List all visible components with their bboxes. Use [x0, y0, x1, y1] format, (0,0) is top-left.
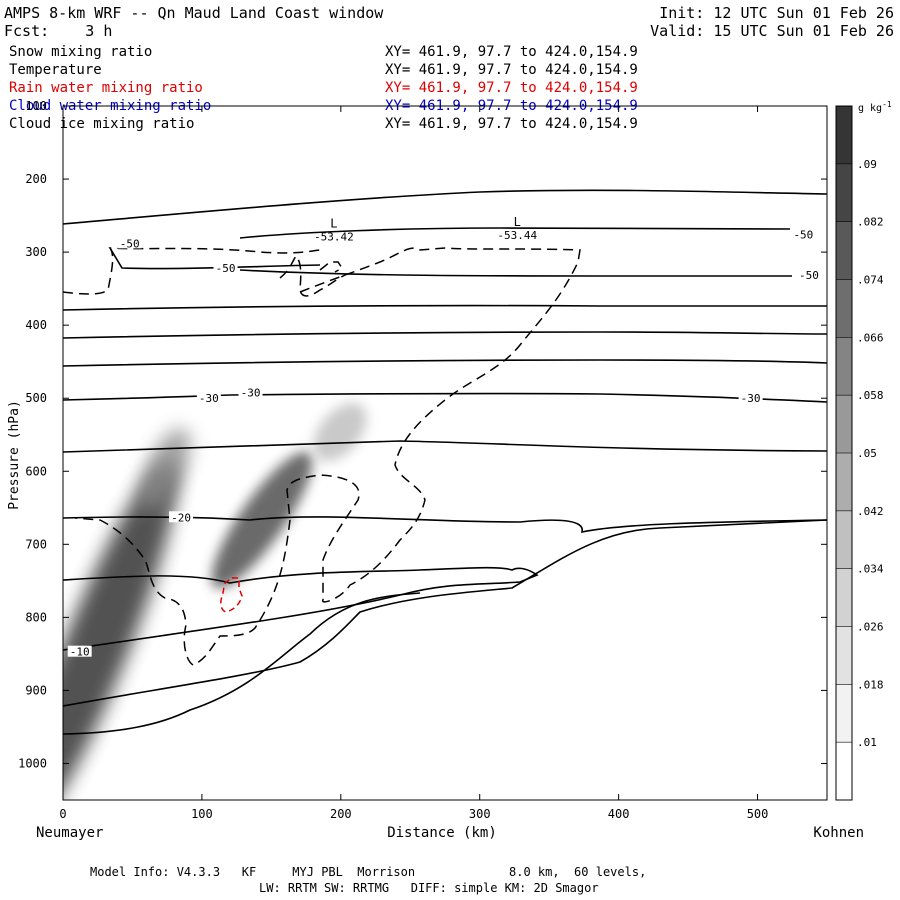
isotherm-line	[63, 520, 827, 706]
x-tick-label: 100	[191, 807, 213, 821]
colorbar-label: .066	[857, 331, 884, 344]
isotherm-line	[63, 190, 827, 224]
cross-section-chart: 0 100 200 300 400 500 100 200 300 400 500 600 700 80…	[0, 0, 900, 900]
x-tick-label: 0	[59, 807, 66, 821]
snow-plume-2	[197, 440, 327, 600]
y-axis-label: Pressure (hPa)	[7, 400, 22, 510]
right-endpoint-label: Kohnen	[813, 825, 864, 841]
isotherm-line	[240, 270, 792, 276]
colorbar-label: .026	[857, 621, 884, 634]
isotherm-line	[63, 306, 827, 310]
colorbar-swatch	[836, 569, 852, 627]
temperature-contour-label: -30	[199, 392, 219, 405]
colorbar-swatch	[836, 627, 852, 685]
y-tick-label: 400	[25, 318, 47, 332]
colorbar-label: .01	[857, 736, 877, 749]
y-tick-label: 300	[25, 245, 47, 259]
y-tick-label: 900	[25, 683, 47, 697]
model-info-line-2: LW: RRTM SW: RRTMG DIFF: simple KM: 2D S…	[259, 882, 599, 894]
colorbar-label: .042	[857, 505, 884, 518]
snow-plume-3	[303, 393, 377, 471]
y-tick-label: 1000	[18, 756, 47, 770]
snow-plume-1	[0, 448, 201, 852]
colorbar-label: .018	[857, 678, 884, 691]
cloud-ice-line	[63, 248, 320, 294]
y-tick-label: 700	[25, 537, 47, 551]
colorbar-label: .058	[857, 389, 884, 402]
y-axis: 100 200 300 400 500 600 700 800 900 1000	[18, 99, 827, 770]
temperature-contour-label: -50	[799, 269, 819, 282]
colorbar-swatch	[836, 164, 852, 222]
minimum-value-label: -53.42	[314, 230, 354, 243]
colorbar-swatch	[836, 511, 852, 569]
snow-shading	[0, 393, 377, 852]
model-info-line-1: Model Info: V4.3.3 KF MYJ PBL Morrison 8…	[90, 866, 646, 878]
colorbar-label: .05	[857, 447, 877, 460]
x-tick-label: 200	[330, 807, 352, 821]
x-axis-label: Distance (km)	[387, 825, 497, 841]
y-tick-label: 800	[25, 610, 47, 624]
temperature-contour-label: -10	[70, 646, 90, 659]
colorbar-swatch	[836, 222, 852, 280]
temperature-contour-label: -30	[241, 386, 261, 399]
minimum-value-label: -53.44	[497, 229, 537, 242]
colorbar-label: .034	[857, 563, 884, 576]
colorbar-label: .074	[857, 274, 884, 287]
colorbar-label: .09	[857, 158, 877, 171]
temperature-contour-label: -50	[793, 229, 813, 242]
left-endpoint-label: Neumayer	[36, 825, 103, 841]
minimum-symbol: L	[330, 216, 337, 230]
x-tick-label: 400	[608, 807, 630, 821]
temperature-contour-label: -20	[171, 511, 191, 524]
x-tick-label: 300	[469, 807, 491, 821]
temperature-contour-label: -30	[741, 392, 761, 405]
colorbar-swatch	[836, 106, 852, 164]
colorbar-swatch	[836, 453, 852, 511]
colorbar-swatch	[836, 742, 852, 800]
y-tick-label: 500	[25, 391, 47, 405]
colorbar-swatch	[836, 337, 852, 395]
y-tick-label: 100	[25, 99, 47, 113]
colorbar-swatch	[836, 280, 852, 338]
colorbar: .01 .018 .026 .034 .042 .05 .058 .066 .074 .082 .0…	[836, 106, 884, 800]
temperature-contour-label: -50	[120, 237, 140, 250]
y-tick-label: 200	[25, 172, 47, 186]
y-tick-label: 600	[25, 464, 47, 478]
colorbar-label: .082	[857, 216, 884, 229]
isotherm-line	[63, 332, 827, 338]
minimum-symbol: L	[514, 215, 521, 229]
colorbar-swatch	[836, 684, 852, 742]
cloud-ice-line	[320, 262, 342, 272]
colorbar-unit: g kg-1	[858, 100, 892, 114]
isotherm-line	[63, 360, 827, 366]
colorbar-swatch	[836, 395, 852, 453]
x-tick-label: 500	[747, 807, 769, 821]
temperature-contour-label: -50	[216, 262, 236, 275]
